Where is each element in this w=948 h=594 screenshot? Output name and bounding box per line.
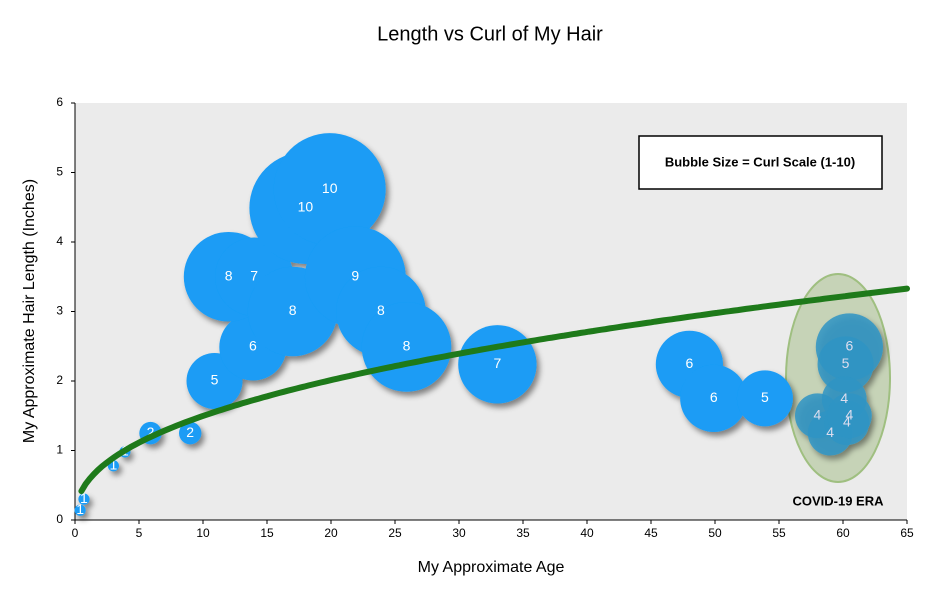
bubble-label: 2 bbox=[147, 424, 155, 440]
bubble-label: 4 bbox=[840, 390, 848, 406]
y-tick-label: 1 bbox=[56, 443, 63, 457]
bubble-label: 6 bbox=[710, 389, 718, 405]
bubble bbox=[273, 133, 386, 246]
x-tick-label: 60 bbox=[836, 526, 850, 540]
chart-title: Length vs Curl of My Hair bbox=[377, 23, 603, 45]
trendline bbox=[78, 285, 910, 495]
bubble-label: 9 bbox=[351, 267, 359, 283]
x-tick-label: 40 bbox=[580, 526, 594, 540]
y-tick-label: 0 bbox=[56, 512, 63, 526]
bubble-label: 8 bbox=[377, 302, 385, 318]
x-axis-label: My Approximate Age bbox=[418, 559, 565, 576]
bubble-label: 5 bbox=[761, 389, 769, 405]
y-tick-label: 6 bbox=[56, 95, 63, 109]
bubble-label: 4 bbox=[846, 406, 854, 422]
bubble-label: 7 bbox=[250, 267, 258, 283]
bubble-series bbox=[795, 313, 884, 456]
x-tick-label: 35 bbox=[516, 526, 530, 540]
size-note: Bubble Size = Curl Scale (1-10) bbox=[665, 154, 855, 169]
x-tick-label: 15 bbox=[260, 526, 274, 540]
y-tick-label: 2 bbox=[56, 373, 63, 387]
x-tick-label: 65 bbox=[900, 526, 914, 540]
bubble-label: 1 bbox=[80, 490, 88, 506]
x-tick-label: 0 bbox=[72, 526, 79, 540]
bubble-label: 6 bbox=[846, 338, 854, 354]
x-tick-label: 20 bbox=[324, 526, 338, 540]
x-tick-label: 55 bbox=[772, 526, 786, 540]
bubble-label: 1 bbox=[76, 501, 84, 517]
bubble-label: 5 bbox=[211, 372, 219, 388]
bubble-label: 5 bbox=[842, 355, 850, 371]
bubble-label: 2 bbox=[186, 424, 194, 440]
x-tick-label: 50 bbox=[708, 526, 722, 540]
bubble bbox=[680, 364, 748, 432]
x-tick-label: 5 bbox=[136, 526, 143, 540]
bubble-label: 10 bbox=[298, 199, 314, 215]
bubble-label: 7 bbox=[494, 355, 502, 371]
x-tick-label: 10 bbox=[196, 526, 210, 540]
bubble bbox=[817, 336, 874, 393]
y-tick-label: 4 bbox=[56, 234, 63, 248]
bubble bbox=[827, 393, 872, 439]
bubble-label: 4 bbox=[814, 406, 822, 422]
size-note-box bbox=[638, 135, 883, 190]
bubble bbox=[736, 370, 793, 427]
y-axis-label: My Approximate Hair Length (Inches) bbox=[21, 179, 38, 443]
x-tick-label: 45 bbox=[644, 526, 658, 540]
bubble-label: 8 bbox=[289, 302, 297, 318]
y-tick-label: 3 bbox=[56, 304, 63, 318]
bubble-series bbox=[74, 133, 793, 516]
bubble-label: 4 bbox=[826, 424, 834, 440]
bubble bbox=[179, 421, 202, 445]
bubble bbox=[74, 504, 86, 516]
x-tick-label: 30 bbox=[452, 526, 466, 540]
bubble-label: 4 bbox=[843, 413, 851, 429]
x-tick-label: 25 bbox=[388, 526, 402, 540]
y-tick-label: 5 bbox=[56, 165, 63, 179]
bubble-label: 1 bbox=[110, 456, 118, 472]
annotation: COVID-19 ERA bbox=[792, 493, 884, 508]
bubble-label: 6 bbox=[686, 355, 694, 371]
bubble-label: 8 bbox=[225, 267, 233, 283]
bubble-label: 6 bbox=[249, 338, 257, 354]
bubble-label: 8 bbox=[403, 338, 411, 354]
bubble-label: 10 bbox=[322, 180, 338, 196]
bubble bbox=[78, 493, 90, 505]
